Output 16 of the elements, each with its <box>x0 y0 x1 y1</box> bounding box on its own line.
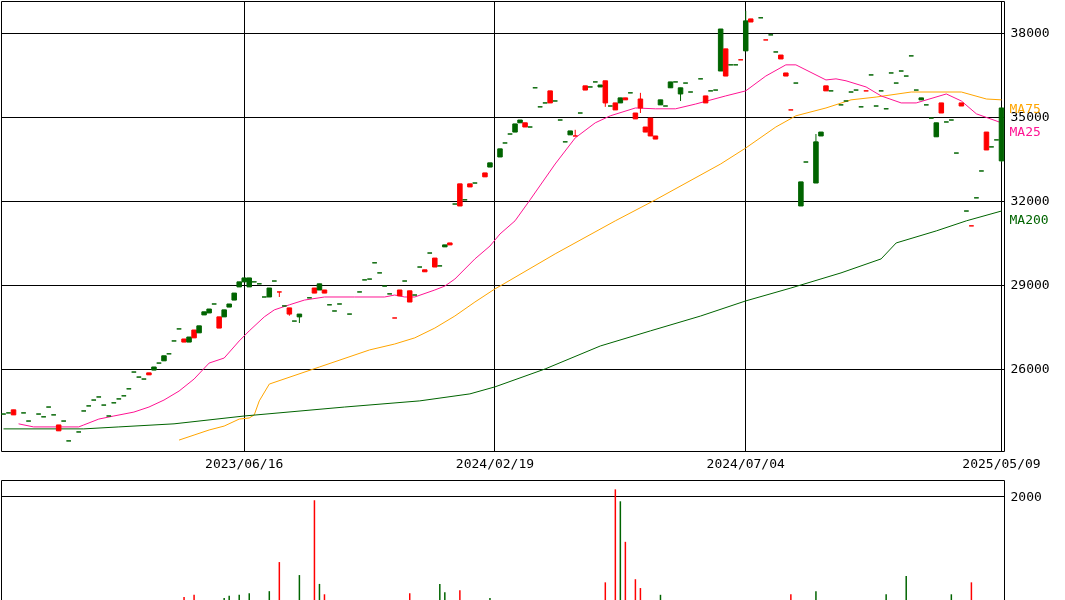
y-tick-label: 38000 <box>1010 25 1050 41</box>
line-series <box>3 210 1002 430</box>
series-label: MA25 <box>1009 123 1041 139</box>
candlestick <box>637 92 644 114</box>
y-tick-label: 26000 <box>1010 361 1050 377</box>
series-label: MA200 <box>1009 212 1049 228</box>
x-tick-label: 2023/06/16 <box>205 455 284 471</box>
x-tick-label: 2024/07/04 <box>706 455 786 471</box>
line-series <box>18 64 1002 428</box>
y-tick-label: 29000 <box>1010 277 1050 293</box>
y-tick-label: 2000 <box>1010 488 1042 504</box>
y-tick-label: 32000 <box>1010 193 1050 209</box>
line-series <box>178 91 1002 441</box>
x-tick-label: 2025/05/09 <box>962 455 1041 471</box>
candlestick <box>457 183 463 207</box>
x-tick-label: 2024/02/19 <box>455 455 535 471</box>
